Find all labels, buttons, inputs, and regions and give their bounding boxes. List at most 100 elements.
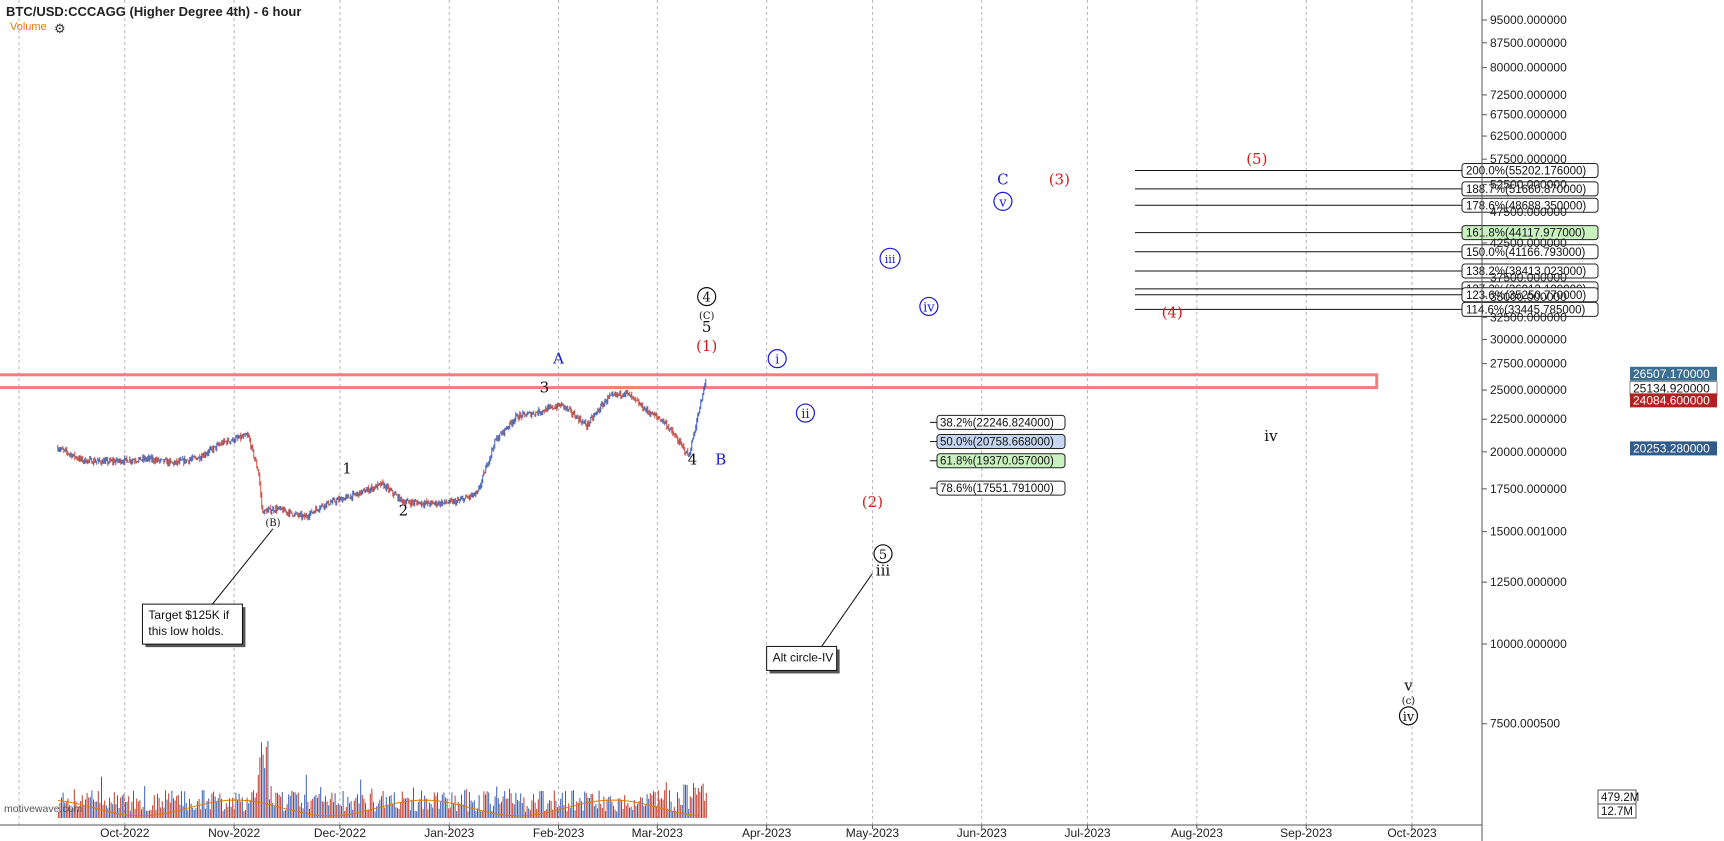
volume-bar	[129, 810, 131, 818]
volume-bar	[115, 804, 117, 818]
volume-bar	[478, 795, 480, 818]
volume-bar	[416, 811, 418, 818]
volume-bar	[286, 804, 288, 818]
volume-bar	[558, 805, 560, 818]
volume-bar	[393, 792, 395, 818]
volume-bar	[252, 790, 254, 818]
volume-bar	[176, 796, 178, 818]
volume-bar	[472, 802, 474, 818]
volume-bar	[230, 806, 232, 818]
volume-bar	[499, 803, 501, 818]
volume-bar	[571, 790, 573, 818]
volume-bar	[688, 809, 690, 818]
volume-bar	[491, 810, 493, 818]
volume-bar	[214, 796, 216, 818]
price-candles	[57, 378, 707, 521]
x-tick-label: Mar-2023	[632, 826, 684, 840]
gear-icon[interactable]: ⚙	[54, 21, 66, 36]
fib-level-box	[936, 414, 1066, 430]
volume-bar	[100, 776, 102, 818]
volume-bar	[521, 802, 523, 818]
volume-average-line	[57, 799, 698, 817]
volume-bar	[228, 798, 230, 818]
volume-bar	[561, 792, 563, 818]
volume-bar	[96, 801, 98, 818]
volume-bar	[92, 799, 94, 818]
volume-bar	[308, 808, 310, 818]
fib-level-label: 38.2%(22246.824000)	[940, 417, 1054, 429]
volume-bar	[683, 784, 685, 818]
volume-bar	[435, 795, 437, 818]
volume-bar	[200, 809, 202, 818]
fib-level-box	[1461, 162, 1599, 178]
volume-bar	[508, 788, 510, 818]
volume-bar	[452, 802, 454, 818]
volume-bar	[520, 793, 522, 818]
y-tick-label: 30000.000000	[1490, 332, 1567, 346]
volume-bar	[643, 805, 645, 818]
volume-bar	[150, 810, 152, 818]
volume-bar	[102, 804, 104, 818]
volume-scale-label: 479.2M	[1601, 792, 1639, 804]
volume-bar	[686, 785, 688, 818]
volume-bar	[641, 797, 643, 818]
volume-bar	[344, 810, 346, 818]
volume-bar	[313, 796, 315, 818]
chart-title: BTC/USD:CCCAGG (Higher Degree 4th) - 6 h…	[6, 4, 302, 19]
volume-bar	[264, 768, 266, 818]
volume-indicator-label[interactable]: Volume	[10, 21, 47, 33]
volume-bar	[244, 809, 246, 818]
volume-bar	[124, 802, 126, 818]
volume-bar	[132, 790, 134, 818]
volume-bar	[68, 805, 70, 818]
volume-bar	[198, 798, 200, 818]
volume-bar	[294, 792, 296, 818]
volume-bar	[539, 791, 541, 818]
volume-bar	[112, 804, 114, 818]
volume-bar	[76, 809, 78, 818]
volume-bar	[596, 808, 598, 818]
volume-bar	[572, 790, 574, 818]
volume-bar	[292, 792, 294, 818]
volume-bar	[192, 807, 194, 818]
price-axis-label-box	[1630, 441, 1717, 456]
volume-bar	[670, 801, 672, 818]
fib-level-label: 188.7%(51660.870000)	[1466, 184, 1586, 196]
wave-label: iv	[1264, 427, 1278, 445]
volume-bar	[516, 800, 518, 818]
volume-bar	[440, 801, 442, 818]
fib-level-box	[936, 434, 1066, 450]
volume-bar	[212, 791, 214, 818]
volume-bar	[220, 798, 222, 818]
volume-bar	[622, 808, 624, 818]
y-tick-label: 22500.000000	[1490, 412, 1567, 426]
volume-bar	[347, 796, 349, 818]
volume-bar	[225, 803, 227, 818]
fib-level-label: 50.0%(20758.668000)	[940, 437, 1054, 449]
volume-bar	[168, 793, 170, 818]
volume-bar	[182, 805, 184, 818]
volume-bar	[251, 792, 253, 818]
volume-bar	[329, 799, 331, 818]
volume-bar	[131, 801, 133, 818]
volume-bar	[57, 811, 59, 818]
volume-bar	[113, 792, 115, 818]
volume-bar	[419, 799, 421, 818]
volume-bar	[86, 792, 88, 818]
volume-bar	[464, 790, 466, 818]
volume-bar	[398, 808, 400, 818]
volume-bar	[366, 809, 368, 818]
x-tick-label: Oct-2022	[100, 826, 150, 840]
volume-bar	[422, 809, 424, 818]
volume-bar	[404, 798, 406, 818]
volume-bar	[652, 791, 654, 818]
x-tick-label: Jan-2023	[424, 826, 474, 840]
volume-bar	[340, 805, 342, 818]
volume-bar	[328, 805, 330, 818]
volume-bar	[99, 802, 101, 818]
volume-bar	[505, 798, 507, 818]
volume-bar	[628, 807, 630, 818]
volume-bar	[371, 788, 373, 818]
wave-label: v	[998, 195, 1007, 210]
